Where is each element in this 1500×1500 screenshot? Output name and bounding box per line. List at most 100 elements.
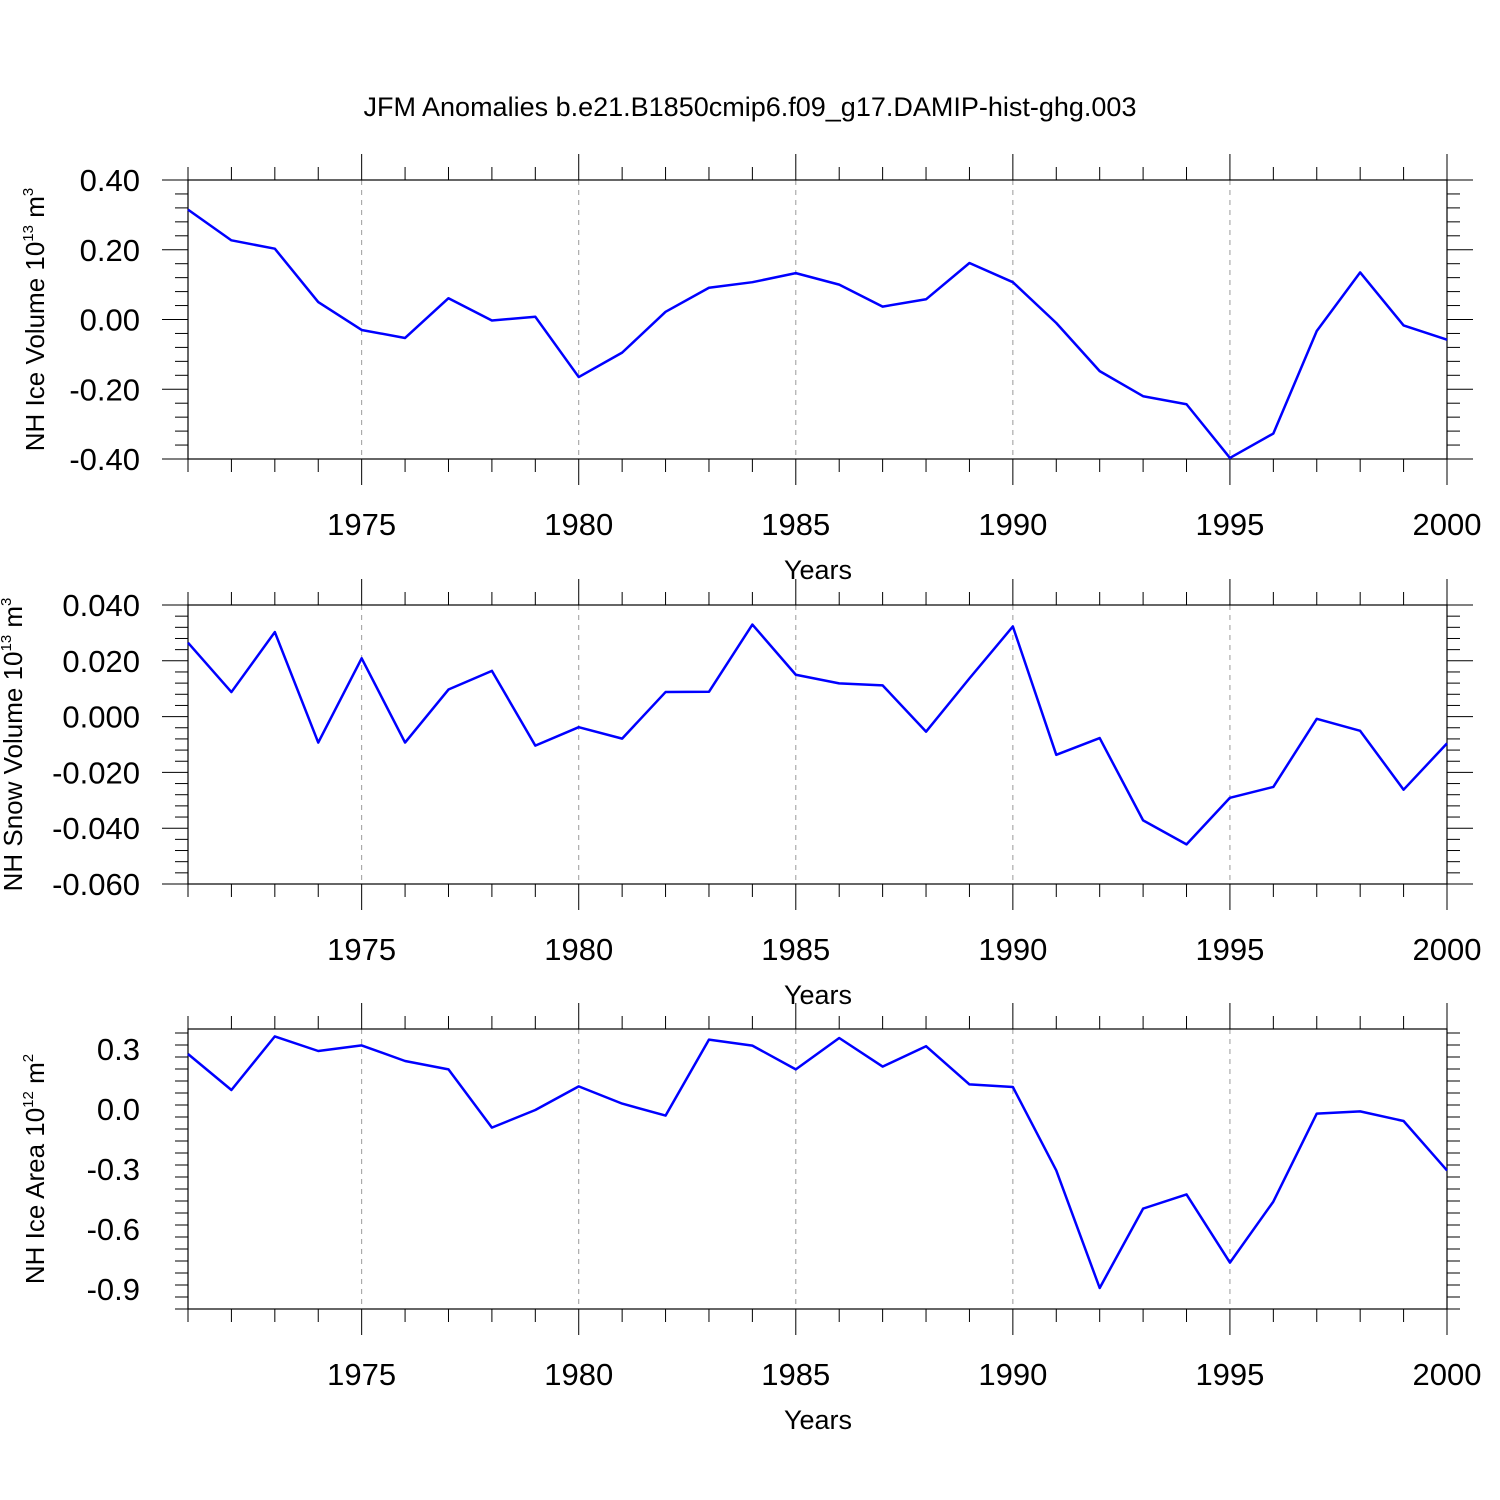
data-point — [403, 741, 407, 745]
y-axis-label-unit: m — [20, 196, 50, 225]
y-tick-label: -0.060 — [52, 867, 140, 902]
y-tick-label: 0.000 — [62, 700, 140, 735]
data-point — [750, 1044, 754, 1048]
data-point — [490, 669, 494, 673]
y-axis-label-exp: 12 — [20, 1091, 37, 1108]
data-point — [446, 688, 450, 692]
data-point — [1141, 1207, 1145, 1211]
data-point — [967, 1082, 971, 1086]
data-point — [490, 319, 494, 323]
data-point — [664, 1114, 668, 1118]
data-point — [1228, 1261, 1232, 1265]
chart-title: JFM Anomalies b.e21.B1850cmip6.f09_g17.D… — [364, 92, 1137, 122]
y-axis-label-exp: 13 — [20, 225, 37, 242]
data-point — [533, 744, 537, 748]
chart-panel-1: 1975 1980 1985 1990 1995 2000 Years 0.40 0.20 0.0… — [20, 154, 1481, 585]
y-tick-label: -0.9 — [87, 1272, 140, 1307]
y-tick-label: 0.20 — [80, 233, 140, 268]
x-tick-label: 1995 — [1195, 932, 1264, 967]
y-axis-label-unit: m — [20, 1062, 50, 1091]
chart-panel-2: 1975 1980 1985 1990 1995 2000 Years 0.040 0.020 0… — [0, 579, 1481, 1010]
y-tick-label: 0.0 — [97, 1092, 140, 1127]
data-point — [620, 1102, 624, 1106]
data-point — [446, 296, 450, 300]
data-point — [1054, 1168, 1058, 1172]
y-axis-label: NH Snow Volume 1013 m3 — [0, 598, 28, 892]
plot-frame — [187, 604, 1448, 885]
plot-frame — [187, 1028, 1448, 1310]
data-point — [273, 630, 277, 634]
y-axis-label: NH Ice Volume 1013 m3 — [20, 188, 50, 451]
data-point — [1011, 624, 1015, 628]
data-point — [360, 656, 364, 660]
data-point — [577, 1084, 581, 1088]
x-tick-label: 1990 — [978, 507, 1047, 542]
data-point — [229, 1088, 233, 1092]
x-tick-label: 1980 — [544, 507, 613, 542]
data-point — [881, 683, 885, 687]
data-point — [1402, 323, 1406, 327]
data-point — [620, 351, 624, 355]
data-point — [316, 1049, 320, 1053]
data-point — [1185, 1192, 1189, 1196]
data-point — [924, 297, 928, 301]
data-point — [533, 1108, 537, 1112]
data-point — [924, 730, 928, 734]
y-axis-label-unit-exp: 2 — [20, 1054, 37, 1062]
data-point — [794, 673, 798, 677]
x-tick-label: 1975 — [327, 507, 396, 542]
data-point — [837, 283, 841, 287]
data-point — [229, 690, 233, 694]
data-point — [1358, 270, 1362, 274]
data-point — [360, 328, 364, 332]
y-tick-label: -0.20 — [69, 372, 140, 407]
data-point — [837, 1036, 841, 1040]
data-point — [1228, 456, 1232, 460]
data-point — [360, 1043, 364, 1047]
data-point — [577, 375, 581, 379]
x-tick-label: 2000 — [1413, 932, 1482, 967]
data-point — [1402, 788, 1406, 792]
data-point — [1011, 280, 1015, 284]
x-tick-label: 1975 — [327, 1357, 396, 1392]
data-point — [881, 305, 885, 309]
data-point — [750, 280, 754, 284]
x-tick-label: 1985 — [761, 1357, 830, 1392]
data-point — [1141, 394, 1145, 398]
x-tick-label: 1980 — [544, 1357, 613, 1392]
data-point — [577, 725, 581, 729]
x-tick-label: 1975 — [327, 932, 396, 967]
x-tick-label: 1985 — [761, 932, 830, 967]
data-point — [1315, 329, 1319, 333]
data-point — [186, 641, 190, 645]
x-tick-label: 1995 — [1195, 1357, 1264, 1392]
data-point — [1098, 369, 1102, 373]
data-point — [229, 238, 233, 242]
x-tick-label: 1985 — [761, 507, 830, 542]
x-tick-label: 2000 — [1413, 1357, 1482, 1392]
y-axis-label-text: NH Ice Area 10 — [20, 1108, 50, 1284]
series-line — [187, 1035, 1448, 1290]
chart-panels: 1975 1980 1985 1990 1995 2000 Years 0.40 0.20 0.0… — [0, 154, 1481, 1435]
data-point — [533, 315, 537, 319]
data-point — [1271, 432, 1275, 436]
data-point — [1271, 785, 1275, 789]
y-axis-label-unit-exp: 3 — [0, 598, 15, 606]
x-tick-label: 1980 — [544, 932, 613, 967]
data-point — [1228, 796, 1232, 800]
data-point — [707, 286, 711, 290]
data-point — [1358, 1109, 1362, 1113]
y-tick-label: 0.020 — [62, 644, 140, 679]
data-point — [1445, 741, 1449, 745]
data-point — [1315, 717, 1319, 721]
data-point — [316, 741, 320, 745]
data-point — [1011, 1085, 1015, 1089]
data-point — [794, 271, 798, 275]
y-axis-label: NH Ice Area 1012 m2 — [20, 1054, 50, 1284]
data-point — [1185, 842, 1189, 846]
x-axis-label: Years — [784, 555, 852, 585]
data-point — [316, 300, 320, 304]
data-point — [837, 681, 841, 685]
y-tick-label: -0.040 — [52, 811, 140, 846]
